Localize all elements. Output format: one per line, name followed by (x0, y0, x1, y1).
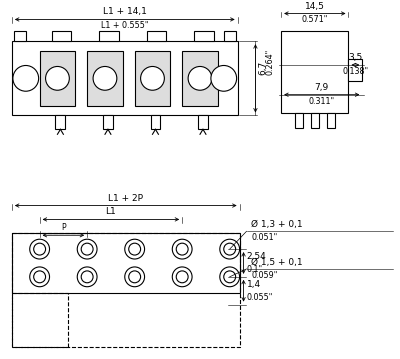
Text: 0.571": 0.571" (302, 15, 328, 24)
Text: Ø 1,3 + 0,1: Ø 1,3 + 0,1 (252, 220, 303, 229)
Circle shape (176, 271, 188, 283)
Circle shape (34, 243, 46, 255)
Text: 0.055": 0.055" (246, 293, 273, 302)
Text: 6,7: 6,7 (258, 61, 268, 75)
Bar (150, 116, 160, 129)
Circle shape (125, 267, 144, 287)
Circle shape (220, 267, 240, 287)
Bar (40, 51, 75, 106)
Circle shape (46, 66, 69, 90)
Circle shape (220, 239, 240, 259)
Bar (99, 31, 119, 41)
Text: 0.051": 0.051" (252, 233, 278, 242)
Circle shape (30, 267, 50, 287)
Circle shape (34, 271, 46, 283)
Text: 3,5: 3,5 (348, 53, 362, 62)
Bar (194, 31, 214, 41)
Bar (12, 293, 68, 347)
Bar (348, 59, 362, 81)
Circle shape (13, 65, 39, 91)
Circle shape (125, 239, 144, 259)
Bar (12, 233, 240, 347)
Circle shape (77, 239, 97, 259)
Circle shape (81, 243, 93, 255)
Text: 2,54: 2,54 (246, 252, 266, 261)
Circle shape (81, 271, 93, 283)
Text: 14,5: 14,5 (305, 1, 325, 10)
Text: L1: L1 (106, 208, 116, 216)
Circle shape (93, 66, 117, 90)
Circle shape (176, 243, 188, 255)
Circle shape (224, 271, 236, 283)
Circle shape (129, 243, 141, 255)
Circle shape (172, 267, 192, 287)
Text: 7,9: 7,9 (315, 83, 329, 92)
Circle shape (30, 239, 50, 259)
Bar (295, 112, 303, 129)
Text: Ø 1,5 + 0,1: Ø 1,5 + 0,1 (252, 258, 303, 267)
Text: 0.059": 0.059" (252, 271, 278, 280)
Circle shape (224, 243, 236, 255)
Bar (182, 51, 218, 106)
Bar (281, 31, 348, 112)
Bar (12, 41, 238, 116)
Text: 0.264": 0.264" (265, 49, 274, 75)
Text: 1,4: 1,4 (246, 280, 261, 289)
Bar (12, 233, 240, 293)
Bar (52, 31, 71, 41)
Bar (311, 112, 319, 129)
Text: P: P (61, 223, 66, 232)
Bar (56, 116, 65, 129)
Text: 0.138": 0.138" (342, 67, 368, 76)
Circle shape (211, 65, 237, 91)
Bar (146, 31, 166, 41)
Circle shape (77, 267, 97, 287)
Circle shape (172, 239, 192, 259)
Text: L1 + 2P: L1 + 2P (108, 194, 143, 202)
Circle shape (129, 271, 141, 283)
Text: L1 + 0.555": L1 + 0.555" (101, 22, 148, 31)
Text: 0.1": 0.1" (246, 265, 263, 274)
Text: 0.311": 0.311" (309, 97, 335, 106)
Bar (135, 51, 170, 106)
Bar (14, 31, 26, 41)
Circle shape (141, 66, 164, 90)
Bar (198, 116, 208, 129)
Text: L1 + 14,1: L1 + 14,1 (103, 8, 147, 17)
Bar (224, 31, 236, 41)
Bar (327, 112, 335, 129)
Bar (103, 116, 113, 129)
Circle shape (188, 66, 212, 90)
Bar (87, 51, 123, 106)
